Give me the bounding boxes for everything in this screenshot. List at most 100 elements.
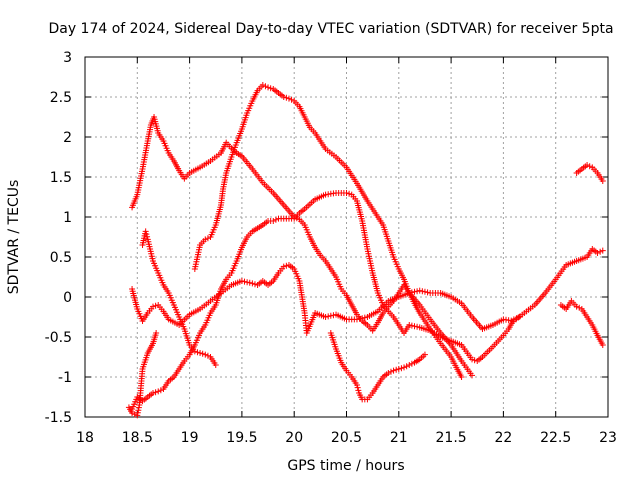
data-point-marker <box>594 250 601 256</box>
data-point-marker <box>469 372 476 379</box>
data-point-marker <box>395 366 402 372</box>
data-point-marker <box>599 178 606 184</box>
data-point-marker <box>343 190 350 196</box>
data-point-marker <box>238 278 245 284</box>
data-point-marker <box>212 362 219 368</box>
series-arc-c <box>129 246 606 336</box>
data-point-marker <box>421 351 428 358</box>
data-point-marker <box>355 387 362 394</box>
axis-ticks: 18 18.5 19 19.5 20 20.5 21 21.5 22 22.5 2332.521.5… <box>45 50 617 446</box>
x-tick-label: 23 <box>599 430 617 446</box>
data-point-marker <box>516 314 523 320</box>
data-point-marker <box>262 83 269 90</box>
data-point-marker <box>401 364 408 371</box>
data-point-marker <box>385 370 392 376</box>
series-arc-h <box>557 298 606 348</box>
series-arc-e <box>191 82 465 380</box>
y-tick-label: -1.5 <box>45 410 72 426</box>
data-point-marker <box>406 362 413 368</box>
data-point-marker <box>469 356 476 363</box>
data-point-marker <box>354 384 361 391</box>
data-point-marker <box>204 352 211 359</box>
data-point-marker <box>353 316 360 323</box>
data-point-marker <box>135 407 142 414</box>
data-point-marker <box>406 322 413 328</box>
series-arc-b <box>139 228 219 368</box>
data-point-marker <box>597 248 604 255</box>
data-point-marker <box>573 303 580 310</box>
data-point-marker <box>285 95 292 102</box>
data-point-marker <box>280 94 287 100</box>
data-point-marker <box>411 288 418 295</box>
data-point-marker <box>244 279 251 286</box>
data-point-marker <box>359 315 366 322</box>
data-point-marker <box>131 411 138 418</box>
data-point-marker <box>586 163 593 170</box>
data-point-marker <box>419 288 426 295</box>
data-point-marker <box>325 313 332 320</box>
series-arc-i <box>573 162 606 184</box>
data-point-marker <box>202 351 209 358</box>
chart-title: Day 174 of 2024, Sidereal Day-to-day VTE… <box>48 21 613 37</box>
data-point-marker <box>584 162 591 168</box>
x-tick-label: 21.5 <box>436 430 467 446</box>
data-point-marker <box>599 247 606 254</box>
x-tick-label: 19.5 <box>226 430 257 446</box>
data-point-marker <box>361 314 368 321</box>
data-point-marker <box>194 349 201 356</box>
data-point-marker <box>135 404 142 411</box>
y-tick-label: 2 <box>63 130 72 146</box>
data-point-marker <box>246 279 253 286</box>
data-point-marker <box>280 263 287 270</box>
data-point-marker <box>471 357 478 364</box>
x-tick-label: 22 <box>494 430 512 446</box>
data-point-marker <box>152 389 159 396</box>
x-axis-label: GPS time / hours <box>287 458 404 474</box>
data-point-marker <box>197 350 204 356</box>
data-point-marker <box>599 342 606 348</box>
x-tick-label: 22.5 <box>540 430 571 446</box>
data-point-marker <box>155 388 162 395</box>
y-tick-label: 0.5 <box>50 250 72 266</box>
y-tick-label: 1.5 <box>50 170 72 186</box>
data-point-marker <box>149 303 156 310</box>
x-tick-label: 18.5 <box>122 430 153 446</box>
x-tick-label: 18 <box>76 430 94 446</box>
x-tick-label: 19 <box>181 430 199 446</box>
data-point-marker <box>322 314 329 320</box>
data-point-marker <box>153 330 160 336</box>
x-tick-label: 20.5 <box>331 430 362 446</box>
data-point-marker <box>152 302 159 309</box>
data-point-marker <box>424 289 431 296</box>
data-point-marker <box>576 304 583 311</box>
x-tick-label: 21 <box>390 430 408 446</box>
data-point-marker <box>414 288 421 295</box>
data-point-marker <box>204 235 211 242</box>
data-point-marker <box>251 281 258 288</box>
y-tick-label: 1 <box>63 210 72 226</box>
grid-lines <box>85 57 608 417</box>
data-point-marker <box>249 280 256 287</box>
data-point-marker <box>241 278 248 285</box>
data-point-marker <box>414 323 421 330</box>
data-point-marker <box>458 374 465 380</box>
data-point-marker <box>393 366 400 373</box>
data-point-marker <box>149 390 156 396</box>
y-tick-label: -0.5 <box>45 330 72 346</box>
series-arc-f <box>327 330 428 403</box>
data-point-marker <box>143 231 150 238</box>
data-point-marker <box>202 236 209 243</box>
data-point-marker <box>259 82 266 88</box>
data-point-marker <box>134 412 141 419</box>
y-tick-label: 3 <box>63 50 72 66</box>
series-arc-a <box>129 114 476 379</box>
data-point-marker <box>283 94 290 101</box>
y-tick-label: 2.5 <box>50 90 72 106</box>
y-tick-label: -1 <box>58 370 72 386</box>
data-point-marker <box>129 410 136 416</box>
data-point-marker <box>513 315 520 322</box>
data-point-marker <box>353 382 360 388</box>
data-point-marker <box>199 350 206 357</box>
data-point-marker <box>288 96 295 103</box>
data-point-marker <box>411 323 418 330</box>
